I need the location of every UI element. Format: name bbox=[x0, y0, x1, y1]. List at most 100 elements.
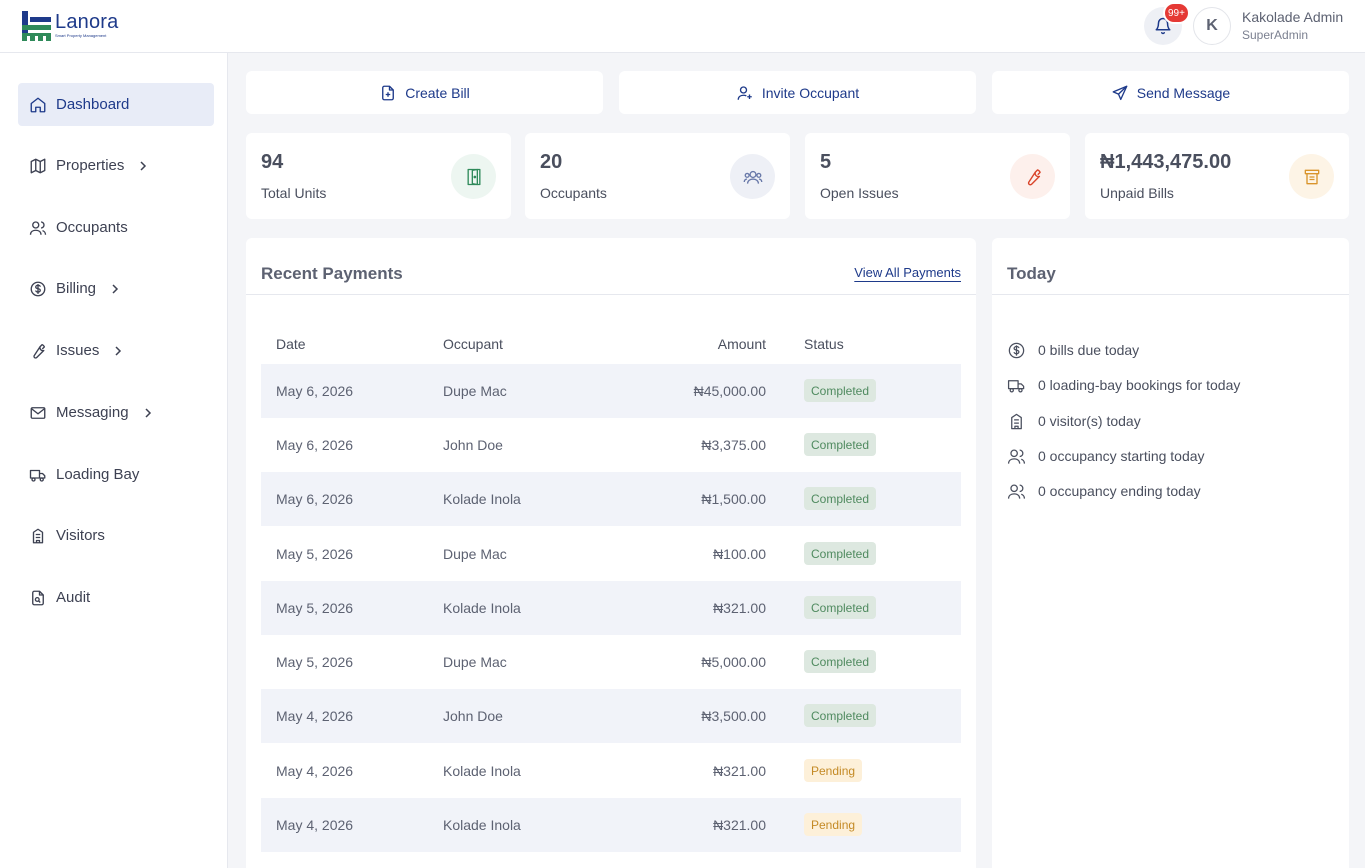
table-row[interactable]: May 5, 2026 Kolade Inola ₦321.00 Completed bbox=[261, 581, 961, 635]
cell-date: May 6, 2026 bbox=[276, 491, 354, 507]
cell-date: May 6, 2026 bbox=[276, 383, 354, 399]
status-badge: Completed bbox=[804, 650, 877, 673]
cell-date: May 4, 2026 bbox=[276, 763, 354, 779]
column-header-amount[interactable]: Amount bbox=[717, 336, 766, 352]
today-item-bills: 0 bills due today bbox=[1007, 339, 1139, 361]
users-icon bbox=[730, 154, 775, 199]
cell-date: May 5, 2026 bbox=[276, 654, 354, 670]
user-role: SuperAdmin bbox=[1242, 28, 1309, 42]
cell-date: May 6, 2026 bbox=[276, 437, 354, 453]
stat-card-occupants: 20 Occupants bbox=[525, 133, 790, 219]
avatar[interactable]: K bbox=[1193, 7, 1231, 45]
sidebar-item-issues[interactable]: Issues bbox=[18, 329, 214, 372]
chevron-right-icon bbox=[140, 160, 147, 171]
chevron-right-icon bbox=[145, 407, 151, 418]
stat-label: Total Units bbox=[261, 185, 327, 201]
sidebar-item-audit[interactable]: Audit bbox=[18, 576, 214, 619]
status-badge: Completed bbox=[804, 487, 877, 510]
sidebar-item-properties[interactable]: Properties bbox=[18, 144, 214, 187]
table-row[interactable]: May 5, 2026 Dupe Mac ₦5,000.00 Completed bbox=[261, 635, 961, 689]
status-badge: Completed bbox=[804, 596, 877, 619]
stat-value: 5 bbox=[820, 151, 832, 173]
user-name[interactable]: Kakolade Admin bbox=[1242, 9, 1344, 25]
invite-occupant-button[interactable]: Invite Occupant bbox=[619, 71, 976, 114]
table-row[interactable]: May 6, 2026 Dupe Mac ₦45,000.00 Completed bbox=[261, 364, 961, 418]
building-icon bbox=[1011, 413, 1022, 429]
status-badge: Pending bbox=[804, 813, 863, 836]
sidebar-item-label: Occupants bbox=[56, 219, 128, 236]
cell-occupant: Dupe Mac bbox=[443, 383, 507, 399]
cell-occupant: Kolade Inola bbox=[443, 817, 521, 833]
sidebar-item-dashboard[interactable]: Dashboard bbox=[18, 83, 214, 126]
send-message-button[interactable]: Send Message bbox=[992, 71, 1349, 114]
stat-card-total-units: 94 Total Units bbox=[246, 133, 511, 219]
chevron-right-icon bbox=[115, 345, 122, 356]
sidebar-item-billing[interactable]: Billing bbox=[18, 267, 214, 310]
table-row[interactable]: May 6, 2026 Kolade Inola ₦1,500.00 Complete… bbox=[261, 472, 961, 526]
today-item-occupancy-end: 0 occupancy ending today bbox=[1007, 480, 1201, 502]
table-row[interactable]: May 4, 2026 Kolade Inola ₦321.00 Pending bbox=[261, 744, 961, 798]
cell-date: May 4, 2026 bbox=[276, 708, 354, 724]
column-header-occupant[interactable]: Occupant bbox=[443, 336, 503, 352]
home-icon bbox=[30, 97, 46, 112]
map-icon bbox=[30, 158, 46, 173]
bell-icon bbox=[1155, 17, 1171, 35]
sidebar-item-label: Billing bbox=[56, 280, 97, 297]
user-icon bbox=[1007, 449, 1026, 464]
status-badge: Completed bbox=[804, 704, 877, 727]
wrench-icon bbox=[33, 343, 46, 359]
today-title: Today bbox=[1007, 264, 1056, 283]
sidebar-item-label: Audit bbox=[56, 589, 91, 606]
today-item-text: 0 occupancy starting today bbox=[1038, 448, 1205, 464]
cell-amount: ₦100.00 bbox=[713, 546, 766, 562]
sidebar-item-occupants[interactable]: Occupants bbox=[18, 206, 214, 249]
divider bbox=[992, 294, 1349, 295]
sidebar-item-label: Dashboard bbox=[56, 96, 130, 113]
cell-date: May 5, 2026 bbox=[276, 600, 354, 616]
stat-value: ₦1,443,475.00 bbox=[1100, 151, 1232, 173]
brand-name: Lanora bbox=[55, 11, 119, 33]
today-item-text: 0 loading-bay bookings for today bbox=[1038, 377, 1241, 393]
wrench-icon bbox=[1010, 154, 1055, 199]
table-row[interactable]: May 4, 2026 Kolade Inola ₦321.00 Pending bbox=[261, 798, 961, 852]
table-row[interactable]: May 6, 2026 John Doe ₦3,375.00 Completed bbox=[261, 418, 961, 472]
today-item-text: 0 visitor(s) today bbox=[1038, 413, 1141, 429]
sidebar-item-label: Properties bbox=[56, 157, 125, 174]
recent-payments-panel: Recent Payments View All Payments Date O… bbox=[246, 238, 976, 868]
mail-icon bbox=[30, 406, 46, 419]
cell-occupant: Kolade Inola bbox=[443, 763, 521, 779]
cell-amount: ₦5,000.00 bbox=[701, 654, 766, 670]
top-bar: Lanora Smart Property Management 99+ K K… bbox=[0, 0, 1365, 53]
file-plus-icon bbox=[382, 85, 395, 100]
stat-value: 94 bbox=[261, 151, 284, 173]
sidebar-item-messaging[interactable]: Messaging bbox=[18, 391, 214, 434]
status-badge: Pending bbox=[804, 759, 863, 782]
cell-occupant: John Doe bbox=[443, 437, 503, 453]
cell-date: May 5, 2026 bbox=[276, 546, 354, 562]
divider bbox=[246, 294, 976, 295]
today-panel: Today 0 bills due today 0 loading-bay bo… bbox=[992, 238, 1349, 868]
create-bill-label: Create Bill bbox=[405, 84, 470, 101]
create-bill-button[interactable]: Create Bill bbox=[246, 71, 603, 114]
status-badge: Completed bbox=[804, 379, 877, 402]
cell-occupant: Kolade Inola bbox=[443, 600, 521, 616]
dollar-circle-icon bbox=[1008, 342, 1025, 358]
today-item-visitors: 0 visitor(s) today bbox=[1007, 410, 1141, 432]
user-icon bbox=[1007, 484, 1026, 499]
sidebar-item-label: Issues bbox=[56, 342, 100, 359]
column-header-status[interactable]: Status bbox=[804, 336, 844, 352]
sidebar-item-loading-bay[interactable]: Loading Bay bbox=[18, 453, 214, 496]
view-all-payments-link[interactable]: View All Payments bbox=[854, 265, 961, 280]
cell-amount: ₦321.00 bbox=[713, 600, 766, 616]
cell-amount: ₦321.00 bbox=[713, 763, 766, 779]
user-plus-icon bbox=[737, 85, 752, 100]
sidebar-item-visitors[interactable]: Visitors bbox=[18, 514, 214, 557]
chevron-right-icon bbox=[112, 283, 119, 294]
today-item-text: 0 bills due today bbox=[1038, 342, 1140, 358]
column-header-date[interactable]: Date bbox=[276, 336, 306, 352]
table-row[interactable]: May 4, 2026 John Doe ₦3,500.00 Completed bbox=[261, 689, 961, 743]
table-row[interactable]: May 5, 2026 Dupe Mac ₦100.00 Completed bbox=[261, 527, 961, 581]
receipt-icon bbox=[1289, 154, 1334, 199]
cell-occupant: John Doe bbox=[443, 708, 503, 724]
brand-logo[interactable]: Lanora Smart Property Management bbox=[22, 11, 118, 41]
